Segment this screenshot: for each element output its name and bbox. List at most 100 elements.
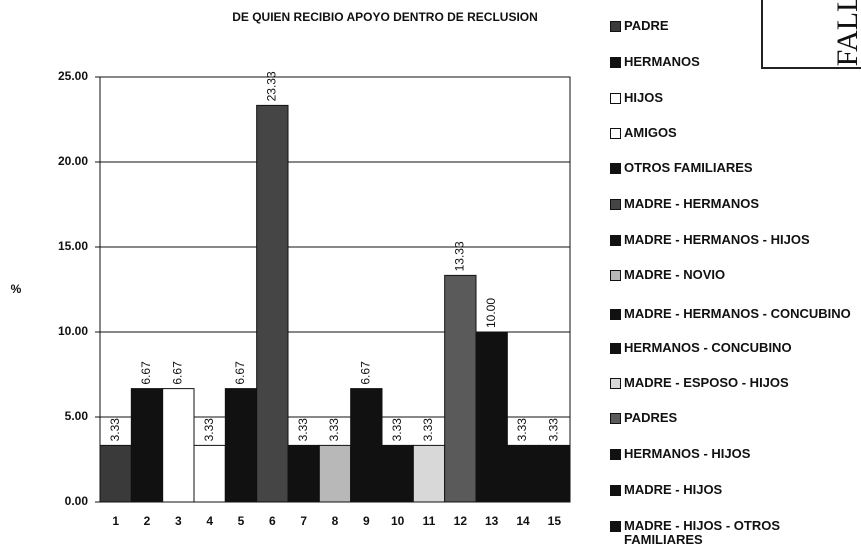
x-tick-label: 5 [238,514,245,528]
legend-label: HIJOS [624,90,664,105]
legend-label: MADRE - HIJOS - OTROS FAMILIARES [624,518,781,547]
legend-item: HERMANOS [610,55,860,69]
y-axis-label: % [11,282,22,296]
legend-label: PADRE [624,18,669,33]
legend-item: HIJOS [610,91,860,105]
legend-label: MADRE - HERMANOS - HIJOS [624,232,810,247]
legend-swatch [610,413,621,424]
legend-label: PADRES [624,410,678,425]
data-label: 3.33 [390,418,404,442]
legend-label: HERMANOS - HIJOS [624,446,751,461]
data-label: 3.33 [327,418,341,442]
data-label: 3.33 [108,418,122,442]
bar [444,274,477,503]
bar [287,444,320,503]
bar [506,444,540,503]
legend-label: MADRE - HIJOS [624,482,723,497]
y-tick-label: 10.00 [58,324,88,338]
legend-swatch [610,163,621,174]
legend-item: MADRE - HIJOS - OTROS FAMILIARES [610,519,860,547]
x-tick-label: 13 [485,514,499,528]
y-tick-label: 25.00 [58,69,88,83]
legend-swatch [610,57,621,68]
legend-label: MADRE - NOVIO [624,267,726,282]
x-tick-label: 7 [300,514,307,528]
legend-item: MADRE - HIJOS [610,483,860,497]
x-tick-label: 11 [423,514,436,528]
x-tick-label: 9 [363,514,370,528]
bar [193,444,226,503]
data-label: 3.33 [547,418,561,442]
bar [381,444,414,503]
data-label: 6.67 [139,361,153,385]
x-tick-label: 1 [112,514,119,528]
data-label: 6.67 [171,361,185,385]
legend-item: AMIGOS [610,126,860,140]
legend-item: MADRE - HERMANOS - CONCUBINO [610,307,860,321]
bar [130,388,164,503]
x-tick-label: 6 [269,514,276,528]
data-label: 23.33 [265,71,279,101]
legend-label: MADRE - HERMANOS - CONCUBINO [624,306,851,321]
legend-swatch [610,485,621,496]
stamp: FALL [831,0,861,66]
bar [99,444,132,503]
legend-item: PADRES [610,411,860,425]
legend-swatch [610,309,621,320]
y-tick-label: 0.00 [65,494,89,508]
bar [256,104,289,503]
bar [475,331,508,503]
legend-swatch [610,521,621,532]
bar [224,388,258,503]
bar [350,388,383,503]
legend-label: AMIGOS [624,125,677,140]
y-tick-label: 15.00 [58,239,88,253]
bar [538,444,571,503]
legend-item: MADRE - NOVIO [610,268,860,282]
legend-label: HERMANOS - CONCUBINO [624,340,792,355]
legend-item: MADRE - HERMANOS [610,197,860,211]
stamp-box [761,0,861,69]
legend-swatch [610,21,621,32]
bar [162,388,195,503]
data-label: 3.33 [421,418,435,442]
data-label: 10.00 [484,298,498,328]
legend-item: OTROS FAMILIARES [610,161,860,175]
legend-swatch [610,199,621,210]
legend-swatch [610,449,621,460]
x-tick-label: 8 [332,514,339,528]
x-tick-label: 15 [548,514,562,528]
data-label: 3.33 [296,418,310,442]
legend-swatch [610,378,621,389]
legend-item: HERMANOS - CONCUBINO [610,341,860,355]
legend-label: MADRE - HERMANOS [624,196,760,211]
legend-item: MADRE - ESPOSO - HIJOS [610,376,860,390]
legend-label: OTROS FAMILIARES [624,160,753,175]
legend-label: MADRE - ESPOSO - HIJOS [624,375,789,390]
data-label: 3.33 [202,418,216,442]
y-tick-label: 5.00 [65,409,89,423]
legend-swatch [610,270,621,281]
x-tick-label: 3 [175,514,182,528]
data-label: 13.33 [453,241,467,271]
legend-swatch [610,235,621,246]
bar [412,444,446,503]
legend-item: HERMANOS - HIJOS [610,447,860,461]
x-tick-label: 14 [516,514,530,528]
chart-title: DE QUIEN RECIBIO APOYO DENTRO DE RECLUSI… [232,10,538,24]
legend-label: HERMANOS [624,54,700,69]
legend-swatch [610,93,621,104]
y-tick-label: 20.00 [58,154,88,168]
legend-item: PADRE [610,19,860,33]
legend-swatch [610,128,621,139]
x-tick-label: 2 [144,514,151,528]
data-label: 6.67 [359,361,373,385]
bar [318,444,352,503]
data-label: 6.67 [233,361,247,385]
x-tick-label: 12 [454,514,468,528]
data-label: 3.33 [515,418,529,442]
legend-item: MADRE - HERMANOS - HIJOS [610,233,860,247]
x-tick-label: 10 [391,514,405,528]
